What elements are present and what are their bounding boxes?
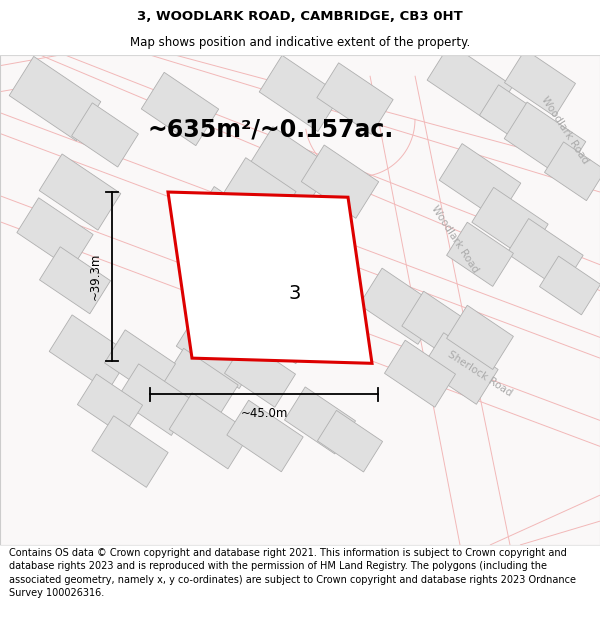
Polygon shape xyxy=(504,102,586,178)
Polygon shape xyxy=(301,145,379,218)
Polygon shape xyxy=(422,332,498,404)
Polygon shape xyxy=(92,416,168,488)
Polygon shape xyxy=(472,188,548,259)
Polygon shape xyxy=(117,364,193,436)
Polygon shape xyxy=(224,340,296,408)
Polygon shape xyxy=(385,340,455,408)
Polygon shape xyxy=(507,219,583,290)
Polygon shape xyxy=(427,44,513,122)
Polygon shape xyxy=(479,85,541,144)
Polygon shape xyxy=(168,192,372,363)
Text: ~39.3m: ~39.3m xyxy=(89,253,102,301)
Polygon shape xyxy=(224,158,296,226)
Text: ~45.0m: ~45.0m xyxy=(241,407,287,420)
Text: 3: 3 xyxy=(289,284,301,302)
Text: Woodlark Road: Woodlark Road xyxy=(539,94,590,165)
Polygon shape xyxy=(49,315,131,391)
Polygon shape xyxy=(259,56,341,131)
Polygon shape xyxy=(317,411,383,472)
Polygon shape xyxy=(439,144,521,220)
Polygon shape xyxy=(176,307,264,389)
Polygon shape xyxy=(248,127,332,206)
Polygon shape xyxy=(71,103,139,167)
Text: Sherlock Road: Sherlock Road xyxy=(446,349,514,398)
Polygon shape xyxy=(169,392,251,469)
Text: ~635m²/~0.157ac.: ~635m²/~0.157ac. xyxy=(148,118,394,142)
Text: Contains OS data © Crown copyright and database right 2021. This information is : Contains OS data © Crown copyright and d… xyxy=(9,548,576,598)
Polygon shape xyxy=(104,330,176,397)
Polygon shape xyxy=(317,63,393,134)
Polygon shape xyxy=(162,348,238,420)
Polygon shape xyxy=(446,222,514,286)
Text: 3, WOODLARK ROAD, CAMBRIDGE, CB3 0HT: 3, WOODLARK ROAD, CAMBRIDGE, CB3 0HT xyxy=(137,10,463,23)
Polygon shape xyxy=(191,186,269,260)
Polygon shape xyxy=(142,72,218,146)
Polygon shape xyxy=(505,49,575,116)
Polygon shape xyxy=(359,268,441,344)
Text: Woodlark Road: Woodlark Road xyxy=(430,203,481,274)
Polygon shape xyxy=(9,56,101,141)
Polygon shape xyxy=(17,198,93,269)
Polygon shape xyxy=(77,374,143,436)
Polygon shape xyxy=(241,291,319,364)
Polygon shape xyxy=(40,247,110,314)
Polygon shape xyxy=(227,400,303,472)
Polygon shape xyxy=(402,291,478,362)
Polygon shape xyxy=(539,256,600,315)
Polygon shape xyxy=(284,387,356,454)
Polygon shape xyxy=(0,55,600,545)
Polygon shape xyxy=(545,142,600,201)
Polygon shape xyxy=(39,154,121,230)
Text: Map shows position and indicative extent of the property.: Map shows position and indicative extent… xyxy=(130,36,470,49)
Polygon shape xyxy=(446,305,514,369)
